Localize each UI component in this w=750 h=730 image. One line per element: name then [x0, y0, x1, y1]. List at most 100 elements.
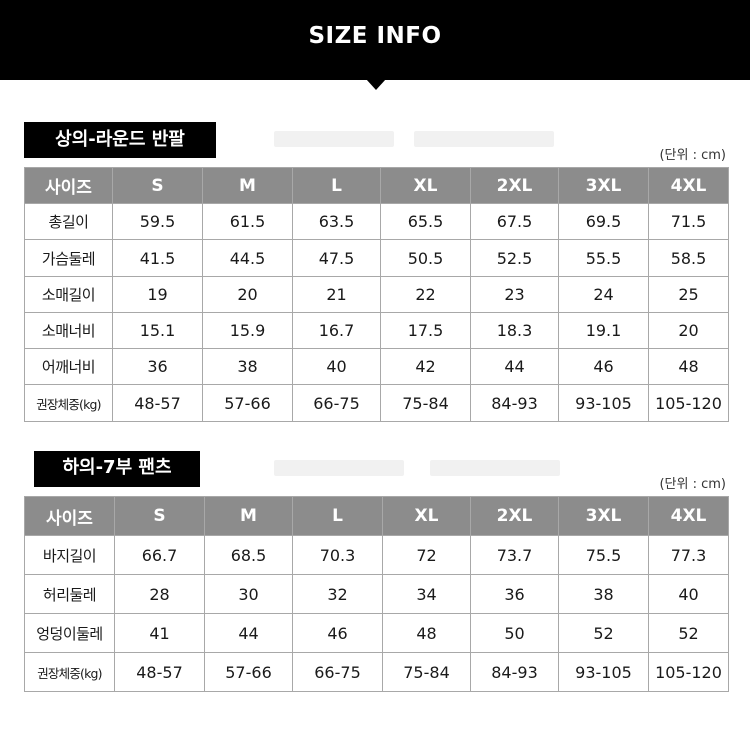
section-label-bottom: 하의-7부 팬츠	[34, 451, 200, 487]
table-row: 바지길이 66.7 68.5 70.3 72 73.7 75.5 77.3	[24, 535, 729, 575]
section-ghost-decoration	[274, 460, 404, 476]
table-row: 권장체중(kg) 48-57 57-66 66-75 75-84 84-93 9…	[24, 384, 729, 422]
column-header: 4XL	[648, 496, 729, 536]
section-ghost-decoration	[414, 131, 554, 147]
table-row: 가슴둘레 41.5 44.5 47.5 50.5 52.5 55.5 58.5	[24, 239, 729, 277]
row-label: 소매길이	[24, 276, 113, 313]
table-header-row: 사이즈 S M L XL 2XL 3XL 4XL	[24, 496, 729, 536]
row-label: 총길이	[24, 203, 113, 240]
table-cell: 34	[382, 574, 471, 614]
table-cell: 84-93	[470, 384, 559, 422]
table-cell: 72	[382, 535, 471, 575]
table-cell: 66-75	[292, 652, 383, 692]
table-cell: 84-93	[470, 652, 559, 692]
table-cell: 20	[202, 276, 293, 313]
table-cell: 38	[202, 348, 293, 385]
table-cell: 66.7	[114, 535, 205, 575]
table-cell: 57-66	[204, 652, 293, 692]
row-label: 소매너비	[24, 312, 113, 349]
column-header: 사이즈	[24, 496, 115, 536]
table-cell: 23	[470, 276, 559, 313]
table-cell: 105-120	[648, 652, 729, 692]
table-cell: 40	[292, 348, 381, 385]
table-cell: 15.9	[202, 312, 293, 349]
table-cell: 32	[292, 574, 383, 614]
table-cell: 75.5	[558, 535, 649, 575]
table-cell: 58.5	[648, 239, 729, 277]
table-cell: 41	[114, 613, 205, 653]
table-cell: 73.7	[470, 535, 559, 575]
table-cell: 48	[382, 613, 471, 653]
table-row: 허리둘레 28 30 32 34 36 38 40	[24, 574, 729, 614]
table-cell: 16.7	[292, 312, 381, 349]
table-cell: 30	[204, 574, 293, 614]
table-cell: 48-57	[112, 384, 203, 422]
header-pointer	[366, 79, 386, 90]
column-header: 사이즈	[24, 167, 113, 204]
table-cell: 44	[470, 348, 559, 385]
table-cell: 46	[558, 348, 649, 385]
row-label: 어깨너비	[24, 348, 113, 385]
column-header: L	[292, 496, 383, 536]
row-label: 엉덩이둘레	[24, 613, 115, 653]
table-cell: 24	[558, 276, 649, 313]
table-cell: 38	[558, 574, 649, 614]
table-cell: 46	[292, 613, 383, 653]
table-cell: 68.5	[204, 535, 293, 575]
section-ghost-decoration	[430, 460, 560, 476]
unit-label-bottom: (단위 : cm)	[659, 477, 726, 492]
page-title: SIZE INFO	[308, 23, 442, 49]
table-cell: 20	[648, 312, 729, 349]
column-header: 3XL	[558, 496, 649, 536]
column-header: 2XL	[470, 167, 559, 204]
table-cell: 41.5	[112, 239, 203, 277]
table-cell: 47.5	[292, 239, 381, 277]
table-cell: 52	[648, 613, 729, 653]
table-cell: 105-120	[648, 384, 729, 422]
table-cell: 48	[648, 348, 729, 385]
table-row: 엉덩이둘레 41 44 46 48 50 52 52	[24, 613, 729, 653]
table-cell: 21	[292, 276, 381, 313]
table-cell: 93-105	[558, 384, 649, 422]
size-table-bottom: 사이즈 S M L XL 2XL 3XL 4XL 바지길이 66.7 68.5 …	[24, 496, 729, 692]
table-cell: 50	[470, 613, 559, 653]
table-cell: 52	[558, 613, 649, 653]
table-cell: 40	[648, 574, 729, 614]
column-header: S	[112, 167, 203, 204]
column-header: 3XL	[558, 167, 649, 204]
table-header-row: 사이즈 S M L XL 2XL 3XL 4XL	[24, 167, 729, 204]
table-cell: 59.5	[112, 203, 203, 240]
table-cell: 18.3	[470, 312, 559, 349]
column-header: XL	[380, 167, 471, 204]
row-label: 바지길이	[24, 535, 115, 575]
table-row: 소매너비 15.1 15.9 16.7 17.5 18.3 19.1 20	[24, 312, 729, 349]
table-cell: 48-57	[114, 652, 205, 692]
table-cell: 19.1	[558, 312, 649, 349]
table-cell: 36	[470, 574, 559, 614]
table-cell: 66-75	[292, 384, 381, 422]
table-cell: 71.5	[648, 203, 729, 240]
column-header: M	[204, 496, 293, 536]
column-header: 4XL	[648, 167, 729, 204]
table-cell: 75-84	[380, 384, 471, 422]
table-row: 총길이 59.5 61.5 63.5 65.5 67.5 69.5 71.5	[24, 203, 729, 240]
table-cell: 44	[204, 613, 293, 653]
column-header: 2XL	[470, 496, 559, 536]
table-cell: 17.5	[380, 312, 471, 349]
section-label-top: 상의-라운드 반팔	[24, 122, 216, 158]
table-cell: 55.5	[558, 239, 649, 277]
row-label: 권장체중(kg)	[24, 384, 113, 422]
table-cell: 75-84	[382, 652, 471, 692]
table-cell: 19	[112, 276, 203, 313]
table-cell: 69.5	[558, 203, 649, 240]
table-cell: 36	[112, 348, 203, 385]
table-cell: 22	[380, 276, 471, 313]
table-cell: 65.5	[380, 203, 471, 240]
row-label: 가슴둘레	[24, 239, 113, 277]
table-cell: 28	[114, 574, 205, 614]
row-label: 허리둘레	[24, 574, 115, 614]
table-cell: 57-66	[202, 384, 293, 422]
table-cell: 50.5	[380, 239, 471, 277]
table-cell: 67.5	[470, 203, 559, 240]
table-row: 어깨너비 36 38 40 42 44 46 48	[24, 348, 729, 385]
